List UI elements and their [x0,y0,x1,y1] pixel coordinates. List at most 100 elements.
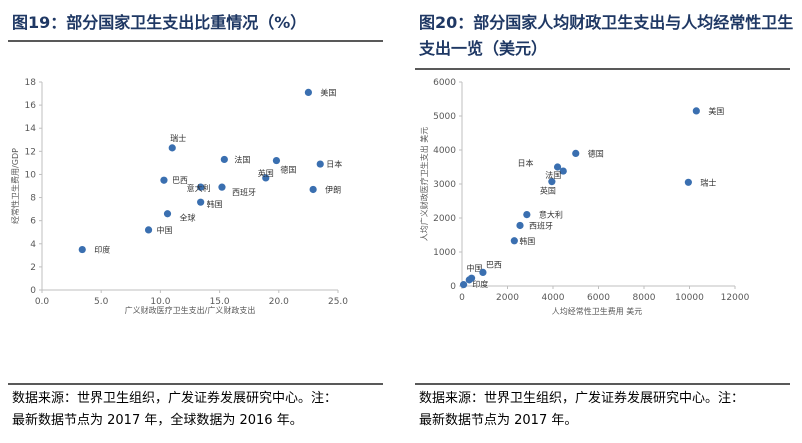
data-label: 意大利 [187,183,211,193]
data-label: 日本 [518,158,534,168]
x-axis-title: 广义财政医疗卫生支出/广义财政支出 [125,305,256,315]
x-tick-label: 12000 [721,293,750,303]
y-tick-label: 3000 [433,180,456,190]
data-label: 德国 [280,165,296,175]
figure-20-source-line: 数据来源：世界卫生组织，广发证券发展研究中心。注： [419,391,745,406]
title-rule [415,68,790,70]
y-tick-label: 2 [30,263,36,273]
x-axis-title: 人均经常性卫生费用 美元 [552,306,643,316]
data-label: 日本 [326,159,342,169]
data-point [559,167,567,175]
data-point [467,274,476,282]
x-tick-label: 15.0 [210,297,230,307]
figure-20-panel: 图20：部分国家人均财政卫生支出与人均经常性卫生支出一览（美元） 0 1000 20… [407,0,802,443]
y-tick-label: 5000 [433,112,456,122]
data-label: 瑞士 [700,177,716,187]
data-label: 韩国 [207,199,223,209]
figure-20-source: 数据来源：世界卫生组织，广发证券发展研究中心。注： 最新数据节点为 2017 年… [419,388,744,432]
figure-19-source-line: 数据来源：世界卫生组织，广发证券发展研究中心。注： [12,391,338,406]
x-tick-label: 6000 [587,293,610,303]
figure-19-title: 图19：部分国家卫生支出比重情况（%） [12,13,307,32]
data-label: 韩国 [519,236,535,246]
data-point [304,88,312,96]
y-tick-label: 10 [25,170,37,180]
data-point [309,185,317,194]
figure-19-source: 数据来源：世界卫生组织，广发证券发展研究中心。注： 最新数据节点为 2017 年… [12,388,337,432]
data-point [316,160,324,168]
data-point [479,268,487,276]
data-point [197,183,205,191]
data-point [78,245,86,254]
data-point [692,107,700,115]
figure-20-title: 图20：部分国家人均财政卫生支出与人均经常性卫生支出一览（美元） [419,13,794,58]
data-point [197,198,205,206]
data-point [684,178,692,186]
figure-20-chart: 0 1000 2000 3000 4000 5000 6000 0 2000 4000 6000 80… [419,78,750,316]
data-label: 全球 [180,213,196,223]
figure-20-note-line: 最新数据节点为 2017 年。 [419,413,578,428]
data-point [510,237,518,245]
y-tick-label: 6 [30,217,36,227]
data-label: 英国 [540,186,556,196]
data-label: 西班牙 [529,220,553,230]
data-point [459,281,468,289]
y-tick-label: 0 [450,282,456,292]
data-label: 西班牙 [232,187,256,197]
data-label: 美国 [320,87,336,97]
data-point [144,226,153,234]
data-point [548,178,556,186]
x-tick-label: 8000 [633,293,656,303]
footer-rule [415,383,790,385]
y-tick-label: 8 [30,194,36,204]
data-label: 伊朗 [325,184,341,194]
figure-19-chart: 0 2 4 6 8 10 12 14 16 18 0.0 5.0 10.0 15.0 20.0 25.0 广义财… [10,78,348,315]
data-label: 巴西 [486,260,502,269]
y-axis-title: 人均广义财政医疗卫生支出 美元 [419,127,429,242]
figure-19-panel: 图19：部分国家卫生支出比重情况（%） 0 2 4 6 8 10 12 14 16 18 0.0 5.… [0,0,392,443]
data-label: 德国 [588,148,604,158]
data-label: 中国 [467,263,483,273]
y-tick-label: 14 [25,124,37,134]
data-point [168,144,176,152]
data-point [262,174,270,182]
x-tick-label: 25.0 [328,297,348,307]
y-tick-label: 6000 [433,78,456,88]
data-label: 印度 [472,279,488,289]
data-point [553,163,562,171]
x-tick-label: 2000 [496,293,519,303]
y-tick-label: 2000 [433,214,456,224]
data-point [572,149,580,157]
y-tick-label: 4 [30,240,36,250]
data-point [160,176,168,184]
data-point [516,221,524,230]
data-point [163,210,172,218]
data-label: 法国 [545,170,561,180]
y-tick-label: 16 [25,101,37,111]
footer-rule [8,383,383,385]
x-tick-label: 0.0 [35,297,50,307]
x-tick-label: 5.0 [94,297,109,307]
x-tick-label: 20.0 [269,297,289,307]
x-tick-label: 4000 [542,293,565,303]
data-label: 美国 [708,106,724,116]
data-label: 中国 [157,225,173,235]
figure-19-note-line: 最新数据节点为 2017 年，全球数据为 2016 年。 [12,413,303,428]
title-rule [8,40,383,42]
y-tick-label: 1000 [433,248,456,258]
data-label: 意大利 [539,210,563,220]
data-label: 法国 [234,154,250,164]
y-tick-label: 12 [25,147,36,157]
x-tick-label: 0 [459,293,465,303]
data-label: 巴西 [172,176,188,185]
y-tick-label: 0 [30,286,36,296]
data-point [272,156,281,165]
data-point [523,211,531,219]
data-label: 英国 [258,168,274,178]
data-point [218,183,226,191]
data-label: 瑞士 [170,133,186,143]
x-tick-label: 10.0 [150,297,170,307]
y-tick-label: 18 [25,78,37,88]
x-tick-label: 10000 [675,293,704,303]
data-label: 印度 [94,245,110,255]
y-tick-label: 4000 [433,146,456,156]
